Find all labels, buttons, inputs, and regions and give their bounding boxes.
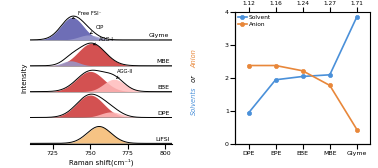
- Solvent: [273, 79, 278, 81]
- Text: Solvents: Solvents: [191, 86, 197, 115]
- Text: Anion: Anion: [191, 49, 197, 68]
- Text: or: or: [191, 73, 197, 84]
- Y-axis label: Intensity: Intensity: [22, 63, 28, 93]
- Line: Anion: Anion: [246, 64, 359, 132]
- Text: EBE: EBE: [158, 85, 169, 90]
- Anion: [327, 84, 332, 86]
- Text: CIP: CIP: [90, 25, 104, 34]
- Solvent: [327, 74, 332, 76]
- Solvent: [301, 75, 305, 77]
- Solvent: [355, 16, 359, 18]
- Text: Glyme: Glyme: [149, 33, 169, 38]
- Anion: [273, 65, 278, 67]
- Text: LiFSI: LiFSI: [155, 137, 169, 142]
- Legend: Solvent, Anion: Solvent, Anion: [238, 15, 271, 27]
- Text: DPE: DPE: [157, 111, 169, 116]
- X-axis label: Raman shift(cm⁻¹): Raman shift(cm⁻¹): [69, 158, 133, 166]
- Text: AGG-II: AGG-II: [116, 69, 133, 79]
- Anion: [301, 70, 305, 72]
- Anion: [246, 65, 251, 67]
- Text: Free FSI⁻: Free FSI⁻: [73, 11, 102, 19]
- Anion: [355, 129, 359, 131]
- Text: MBE: MBE: [156, 59, 169, 64]
- Text: AGG-I: AGG-I: [94, 37, 114, 45]
- Solvent: [246, 112, 251, 114]
- Line: Solvent: Solvent: [246, 15, 359, 115]
